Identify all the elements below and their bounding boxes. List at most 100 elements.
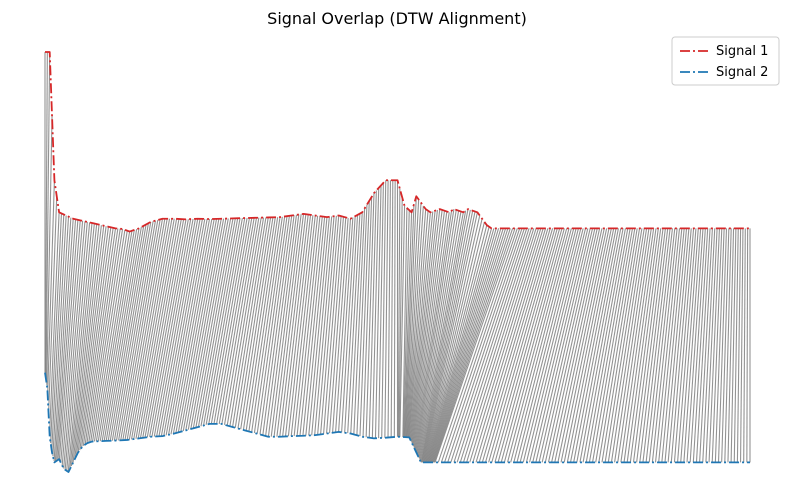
alignment-line [522, 228, 582, 463]
alignment-line [240, 217, 274, 430]
alignment-line [629, 228, 662, 463]
alignment-line [335, 218, 352, 433]
alignment-line [680, 228, 699, 463]
alignment-line [374, 185, 382, 439]
alignment-line [409, 212, 431, 439]
alignment-line [481, 228, 551, 463]
alignment-line [398, 197, 403, 437]
alignment-line [192, 218, 232, 429]
alignment-line [384, 180, 389, 438]
alignment-line [419, 210, 467, 462]
alignment-line [180, 218, 220, 432]
alignment-line [72, 224, 100, 463]
alignment-line [317, 215, 337, 435]
alignment-line [714, 228, 725, 463]
alignment-line [347, 213, 361, 434]
alignment-line [218, 217, 255, 425]
alignment-line [414, 212, 450, 451]
alignment-line [210, 217, 248, 425]
alignment-line [290, 215, 316, 437]
alignment-line [50, 213, 62, 444]
alignment-line [133, 218, 173, 440]
alignment-line [595, 228, 636, 463]
alignment-line [287, 215, 314, 437]
alignment-line [554, 228, 605, 463]
alignment-line [510, 228, 572, 463]
alignment-line [253, 216, 286, 434]
alignment-line [610, 228, 648, 463]
alignment-line [120, 219, 159, 441]
alignment-line [49, 212, 60, 435]
alignment-line [488, 228, 556, 463]
alignment-line [165, 218, 206, 436]
alignment-line [538, 228, 594, 463]
alignment-line [52, 215, 67, 457]
alignment-line [727, 228, 735, 463]
alignment-line [428, 228, 497, 463]
alignment-line [393, 180, 396, 437]
alignment-line [105, 226, 142, 441]
alignment-line [135, 218, 175, 439]
alignment-line [411, 209, 438, 444]
legend: Signal 1 Signal 2 [671, 36, 780, 86]
alignment-line [234, 217, 269, 428]
alignment-line [326, 216, 344, 434]
alignment-line [70, 224, 98, 467]
alignment-line [407, 209, 427, 438]
alignment-line [431, 228, 504, 463]
legend-label-signal-2: Signal 2 [716, 65, 768, 80]
alignment-line [47, 180, 55, 395]
alignment-line [371, 187, 380, 439]
alignment-line [607, 228, 645, 463]
alignment-line [74, 225, 102, 460]
alignment-line [177, 218, 218, 433]
alignment-line [421, 210, 474, 463]
alignment-line [213, 217, 250, 425]
alignment-line [563, 228, 612, 463]
alignment-line [673, 228, 695, 463]
alignment-line [560, 228, 610, 463]
alignment-line [708, 228, 720, 463]
alignment-line [103, 228, 140, 442]
alignment-line [421, 209, 471, 463]
alignment-line [721, 228, 730, 463]
alignment-line [338, 217, 354, 432]
alignment-line [237, 217, 272, 429]
alignment-line [427, 228, 493, 463]
alignment-line [614, 228, 650, 463]
alignment-line [544, 228, 598, 463]
alignment-line [95, 231, 131, 442]
alignment-line [142, 219, 182, 438]
alignment-line [60, 220, 81, 463]
alignment-line [146, 219, 187, 438]
alignment-line [432, 228, 509, 463]
alignment-line [99, 229, 135, 442]
alignment-line [149, 219, 189, 437]
alignment-line [417, 209, 457, 456]
alignment-line [598, 228, 638, 463]
alignment-line [77, 226, 107, 453]
alignment-line [221, 217, 258, 425]
alignment-line [699, 228, 713, 463]
alignment-line [743, 228, 746, 463]
alignment-line [683, 228, 702, 463]
alignment-line [711, 228, 723, 463]
alignment-line [412, 209, 443, 447]
alignment-line [623, 228, 657, 463]
alignment-line [410, 211, 434, 441]
alignment-line [702, 228, 716, 463]
alignment-line [111, 223, 149, 441]
chart-title: Signal Overlap (DTW Alignment) [267, 9, 527, 28]
alignment-line [397, 188, 401, 437]
alignment-line [279, 214, 307, 437]
alignment-line [478, 228, 549, 463]
alignment-line [429, 228, 500, 463]
alignment-line [242, 217, 276, 431]
alignment-line [195, 218, 234, 428]
alignment-line [245, 217, 279, 431]
alignment-line [525, 228, 584, 463]
alignment-line [200, 218, 239, 427]
alignment-line [359, 200, 370, 437]
alignment-line [557, 228, 608, 463]
alignment-line [170, 218, 211, 435]
